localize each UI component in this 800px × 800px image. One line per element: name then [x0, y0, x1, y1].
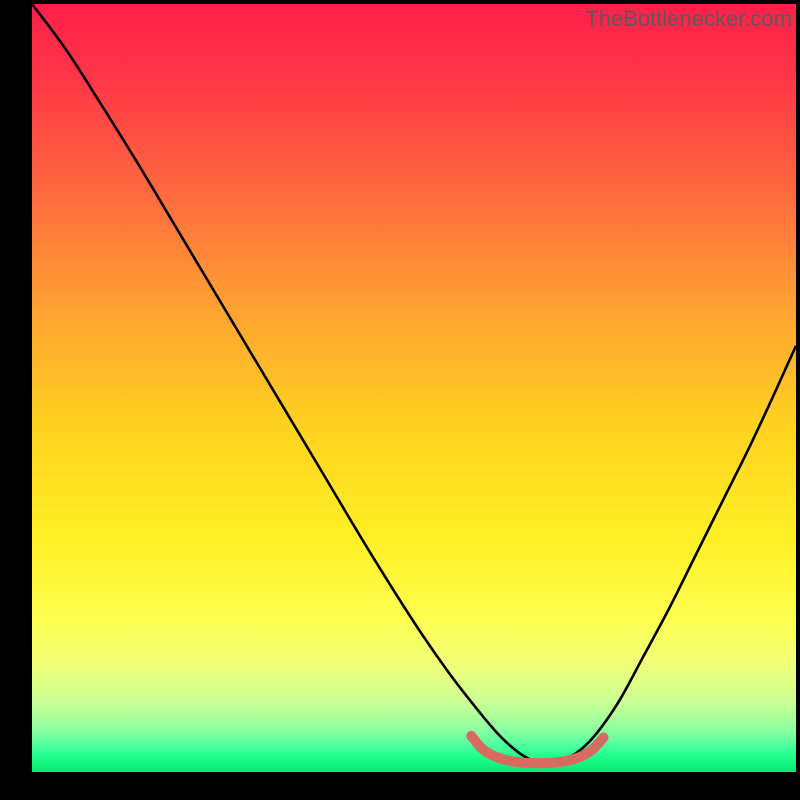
plot-frame — [32, 4, 796, 772]
optimal-region — [471, 736, 603, 763]
page-root: TheBottlenecker.com — [0, 0, 800, 800]
bottleneck-curve — [32, 4, 796, 764]
watermark-text: TheBottlenecker.com — [585, 6, 792, 32]
plot-area — [32, 4, 796, 772]
chart-lines — [32, 4, 796, 772]
